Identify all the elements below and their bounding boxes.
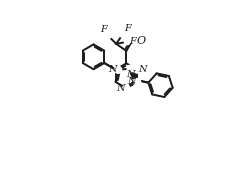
Circle shape bbox=[114, 66, 121, 73]
Circle shape bbox=[122, 85, 129, 92]
Text: N: N bbox=[126, 70, 134, 79]
Circle shape bbox=[133, 78, 140, 85]
Text: F: F bbox=[124, 24, 130, 33]
Circle shape bbox=[129, 37, 135, 43]
Text: N: N bbox=[127, 77, 135, 86]
Circle shape bbox=[126, 65, 134, 72]
Circle shape bbox=[105, 33, 110, 39]
Text: N: N bbox=[116, 84, 124, 93]
Text: N: N bbox=[108, 65, 116, 74]
Text: O: O bbox=[136, 35, 145, 46]
Text: N: N bbox=[138, 65, 146, 74]
Circle shape bbox=[124, 39, 130, 45]
Text: F: F bbox=[100, 25, 106, 34]
Circle shape bbox=[119, 32, 125, 37]
Circle shape bbox=[133, 66, 140, 73]
Text: F: F bbox=[129, 37, 136, 46]
